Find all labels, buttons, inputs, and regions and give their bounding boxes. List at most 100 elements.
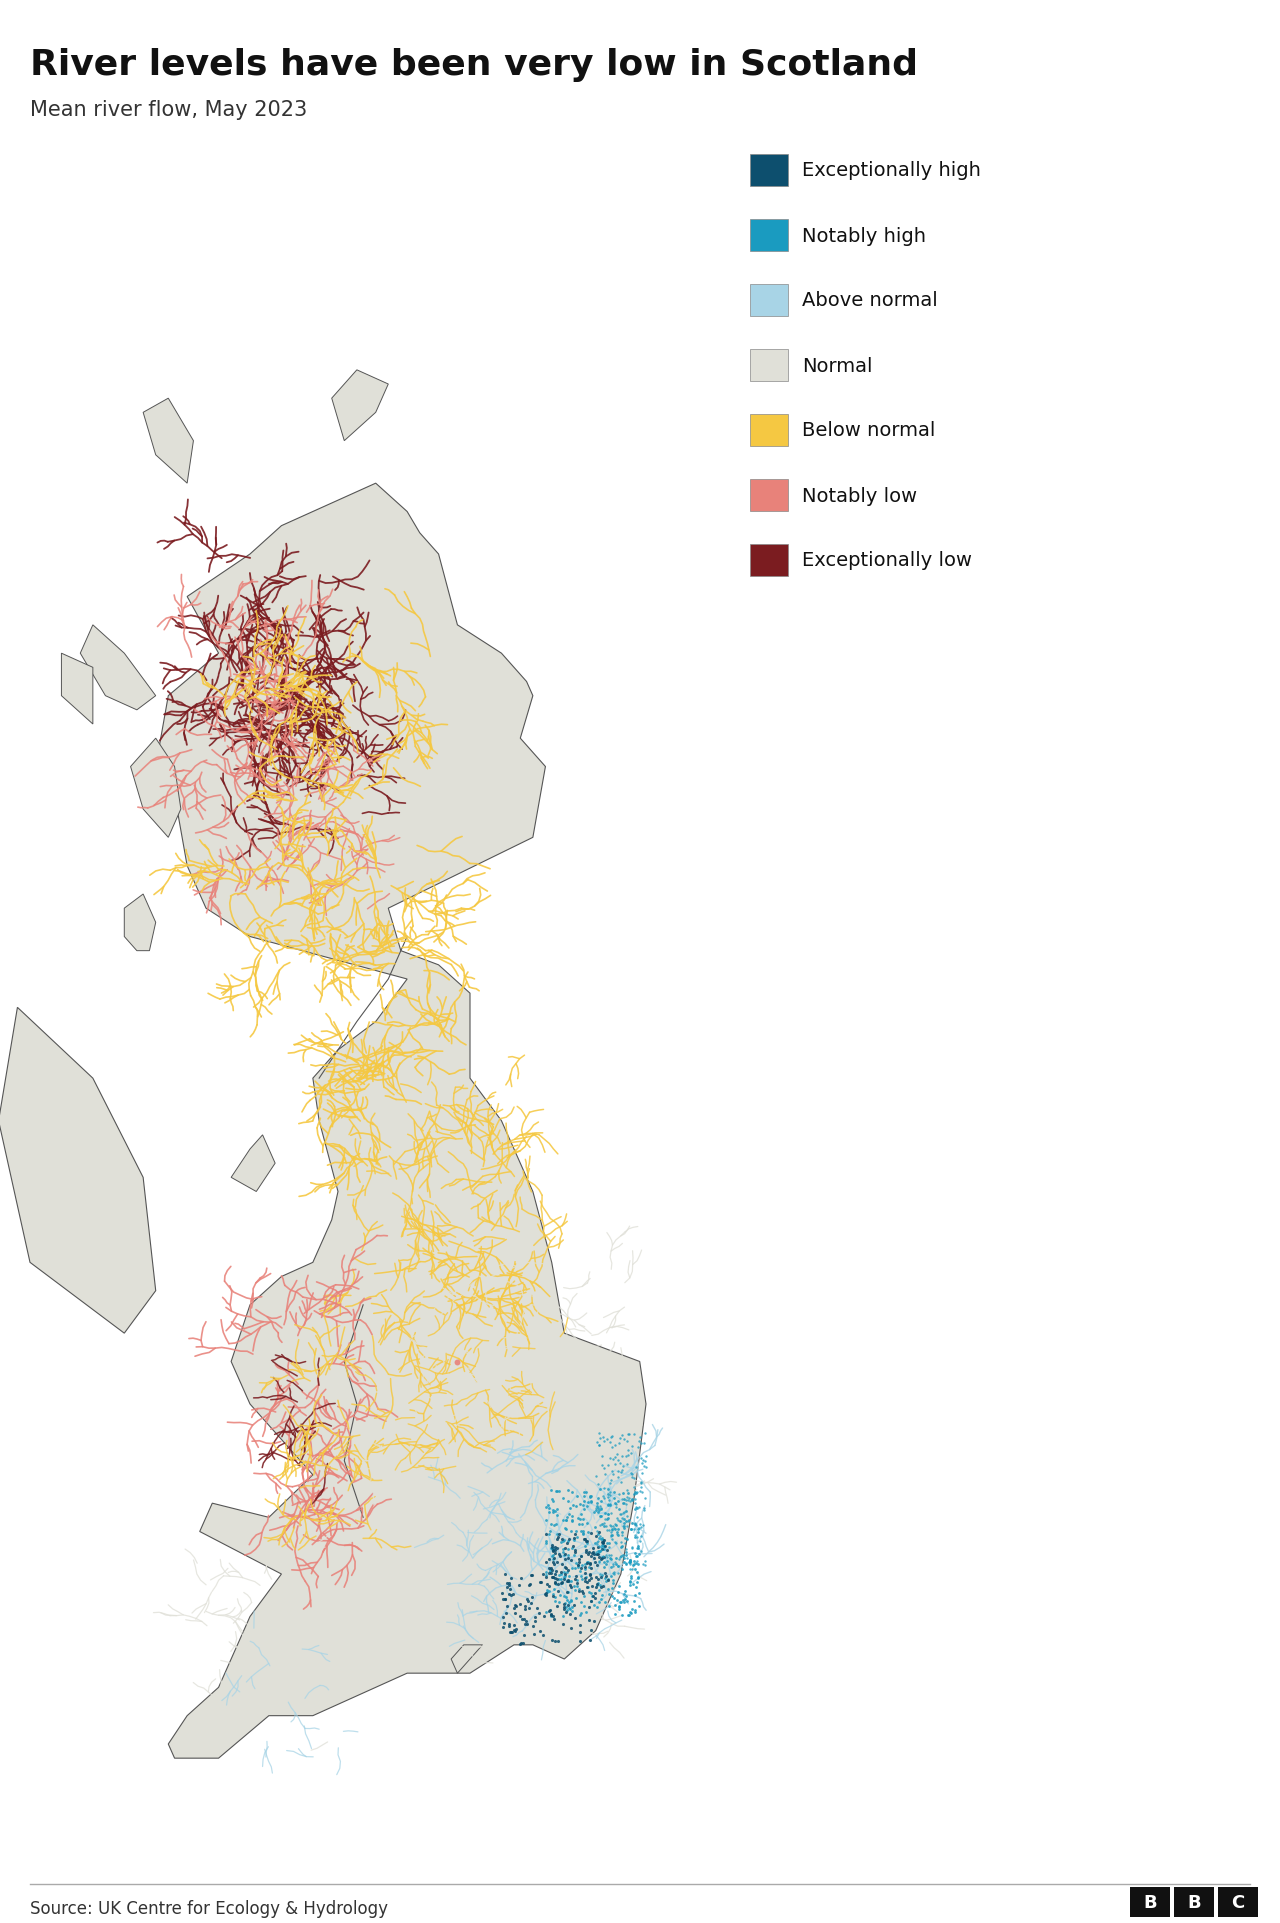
- Point: [622, 1533, 643, 1563]
- Point: [631, 1429, 652, 1460]
- Point: [559, 1586, 580, 1617]
- Point: [554, 1594, 575, 1625]
- Point: [544, 1573, 564, 1604]
- Point: [598, 1500, 618, 1531]
- Point: [590, 1500, 611, 1531]
- Point: [526, 1594, 547, 1625]
- Point: [635, 1446, 655, 1477]
- Point: [614, 1575, 635, 1606]
- Point: [621, 1513, 641, 1544]
- Point: [567, 1565, 588, 1596]
- Point: [609, 1448, 630, 1479]
- Point: [517, 1585, 538, 1615]
- Point: [596, 1561, 617, 1592]
- Point: [586, 1494, 607, 1525]
- Polygon shape: [332, 371, 388, 442]
- Point: [622, 1554, 643, 1585]
- Point: [630, 1508, 650, 1538]
- Point: [553, 1540, 573, 1571]
- Point: [620, 1554, 640, 1585]
- Point: [600, 1427, 621, 1458]
- Point: [609, 1423, 630, 1454]
- Point: [554, 1561, 575, 1592]
- Point: [548, 1575, 568, 1606]
- Point: [591, 1494, 612, 1525]
- Point: [554, 1511, 575, 1542]
- Point: [566, 1583, 586, 1613]
- Point: [605, 1442, 626, 1473]
- Point: [635, 1452, 655, 1483]
- Point: [596, 1550, 617, 1581]
- Point: [628, 1538, 649, 1569]
- Point: [504, 1590, 525, 1621]
- Point: [581, 1486, 602, 1517]
- Point: [591, 1585, 612, 1615]
- Point: [586, 1569, 607, 1600]
- Point: [622, 1550, 643, 1581]
- Point: [570, 1546, 590, 1577]
- Point: [631, 1536, 652, 1567]
- Point: [603, 1558, 623, 1588]
- Point: [594, 1511, 614, 1542]
- Point: [625, 1494, 645, 1525]
- Point: [584, 1590, 604, 1621]
- Point: [447, 1346, 467, 1377]
- Point: [504, 1592, 525, 1623]
- Point: [634, 1494, 654, 1525]
- Text: Exceptionally high: Exceptionally high: [803, 162, 980, 181]
- Point: [520, 1569, 540, 1600]
- Point: [612, 1517, 632, 1548]
- Point: [613, 1508, 634, 1538]
- Point: [604, 1527, 625, 1558]
- Point: [605, 1542, 626, 1573]
- Point: [544, 1538, 564, 1569]
- Point: [562, 1506, 582, 1536]
- Point: [548, 1625, 568, 1656]
- Point: [589, 1490, 609, 1521]
- Point: [539, 1552, 559, 1583]
- Point: [602, 1513, 622, 1544]
- Point: [535, 1561, 556, 1592]
- Point: [628, 1425, 649, 1456]
- Point: [594, 1535, 614, 1565]
- Point: [575, 1494, 595, 1525]
- Point: [591, 1531, 612, 1561]
- Point: [549, 1579, 570, 1610]
- Point: [607, 1488, 627, 1519]
- Point: [543, 1540, 563, 1571]
- Point: [617, 1586, 637, 1617]
- Point: [635, 1546, 655, 1577]
- Point: [594, 1531, 614, 1561]
- Point: [627, 1492, 648, 1523]
- Point: [541, 1554, 562, 1585]
- Point: [602, 1423, 622, 1454]
- Point: [616, 1506, 636, 1536]
- Point: [588, 1569, 608, 1600]
- Point: [502, 1617, 522, 1648]
- Point: [595, 1504, 616, 1535]
- Point: [616, 1540, 636, 1571]
- Point: [521, 1560, 541, 1590]
- Point: [617, 1511, 637, 1542]
- Point: [493, 1608, 513, 1638]
- FancyBboxPatch shape: [1130, 1886, 1170, 1917]
- Point: [602, 1521, 622, 1552]
- Point: [632, 1477, 653, 1508]
- Point: [564, 1563, 585, 1594]
- Point: [516, 1606, 536, 1636]
- Point: [599, 1542, 620, 1573]
- Point: [602, 1573, 622, 1604]
- Point: [504, 1615, 525, 1646]
- Point: [600, 1521, 621, 1552]
- Point: [621, 1436, 641, 1467]
- Point: [580, 1560, 600, 1590]
- Point: [623, 1513, 644, 1544]
- Point: [625, 1521, 645, 1552]
- Text: Exceptionally low: Exceptionally low: [803, 552, 972, 571]
- Point: [570, 1600, 590, 1631]
- Point: [620, 1483, 640, 1513]
- Point: [630, 1590, 650, 1621]
- Point: [570, 1617, 590, 1648]
- Point: [634, 1492, 654, 1523]
- Point: [595, 1558, 616, 1588]
